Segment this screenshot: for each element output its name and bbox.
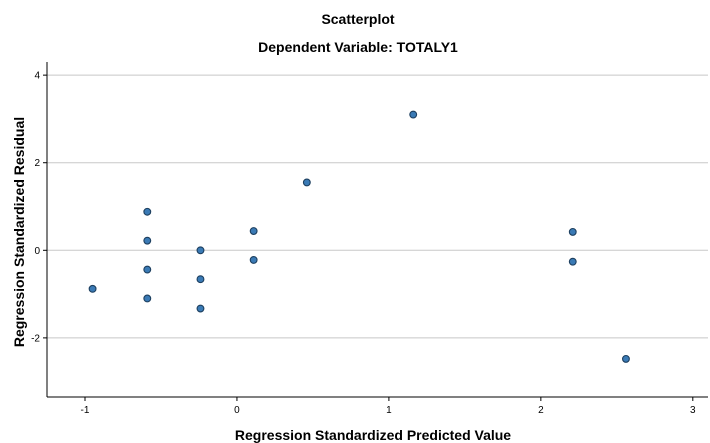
data-point — [196, 304, 205, 313]
y-tick-label: -2 — [31, 333, 40, 344]
x-tick-label: 3 — [690, 405, 696, 416]
x-tick-label: 2 — [538, 405, 544, 416]
data-point — [143, 236, 152, 245]
axes — [43, 62, 708, 401]
chart-subtitle: Dependent Variable: TOTALY1 — [258, 39, 458, 55]
data-point — [302, 178, 311, 187]
x-tick-label: 1 — [386, 405, 392, 416]
data-point — [143, 265, 152, 274]
y-tick-label: 0 — [34, 246, 40, 257]
data-point — [621, 354, 630, 363]
x-tick-label: -1 — [81, 405, 90, 416]
data-point — [568, 227, 577, 236]
data-point — [196, 246, 205, 255]
chart-title: Scatterplot — [321, 11, 394, 27]
data-point — [409, 110, 418, 119]
data-points — [88, 110, 630, 363]
data-point — [196, 275, 205, 284]
x-axis-label: Regression Standardized Predicted Value — [235, 427, 511, 443]
tick-labels: -2 0 2 4 -1 0 1 2 3 — [31, 71, 696, 416]
y-tick-label: 2 — [34, 158, 40, 169]
y-tick-label: 4 — [34, 71, 40, 82]
data-point — [249, 255, 258, 264]
data-point — [88, 284, 97, 293]
gridlines — [47, 74, 708, 339]
x-tick-label: 0 — [234, 405, 240, 416]
y-axis-label: Regression Standardized Residual — [11, 117, 27, 347]
data-point — [143, 294, 152, 303]
data-point — [568, 257, 577, 266]
data-point — [249, 227, 258, 235]
data-point — [143, 207, 152, 216]
